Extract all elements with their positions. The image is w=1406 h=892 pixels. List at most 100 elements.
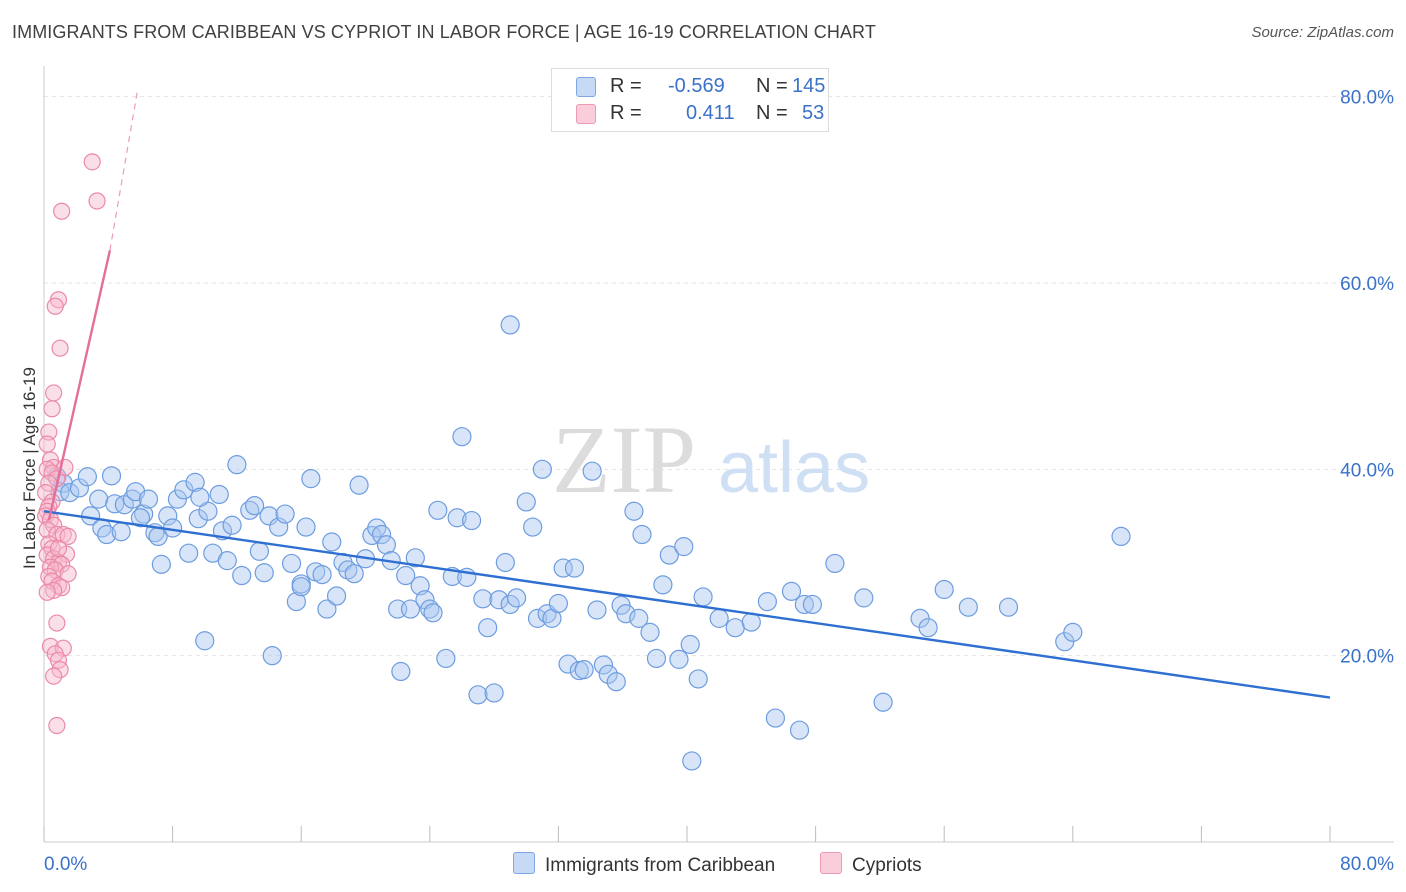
caribbean-point xyxy=(349,475,369,495)
caribbean-point xyxy=(190,487,210,507)
cypriots-point xyxy=(51,339,69,357)
watermark: ZIP atlas xyxy=(552,406,870,513)
caribbean-point xyxy=(447,508,467,528)
watermark-atlas: atlas xyxy=(718,428,870,508)
caribbean-point xyxy=(802,594,822,615)
caribbean-point xyxy=(428,500,448,520)
cypriots-point xyxy=(43,400,61,418)
caribbean-point xyxy=(680,634,700,655)
trend-lines xyxy=(43,91,1331,699)
legend-item-cypriots[interactable]: Cypriots xyxy=(820,852,922,877)
caribbean-point xyxy=(598,664,618,684)
cypriots-point xyxy=(46,297,64,315)
caribbean-point xyxy=(420,599,440,619)
caribbean-point xyxy=(312,564,332,585)
r-value-caribbean: -0.569 xyxy=(668,75,725,97)
y-tick-label: 40.0% xyxy=(1340,460,1394,481)
cypriots-point xyxy=(59,565,77,583)
caribbean-point xyxy=(593,655,614,675)
cypriots-point xyxy=(38,521,56,539)
tick-labels: 20.0% 40.0% 60.0% 80.0% 0.0% 80.0% xyxy=(44,88,1394,875)
caribbean-point xyxy=(789,720,810,740)
cypriots-point xyxy=(59,527,77,546)
caribbean-point xyxy=(423,603,443,623)
caribbean-point xyxy=(653,575,673,595)
caribbean-point xyxy=(781,581,802,601)
cypriots-point xyxy=(88,192,106,210)
caribbean-point xyxy=(97,524,117,545)
caribbean-point xyxy=(632,524,652,545)
caribbean-point xyxy=(527,608,548,628)
r-value-cypriots: 0.411 xyxy=(686,102,735,124)
caribbean-point xyxy=(507,588,527,608)
caribbean-point xyxy=(179,543,199,563)
n-value-cypriots: 53 xyxy=(802,102,825,124)
caribbean-point xyxy=(532,459,552,479)
caribbean-point xyxy=(134,504,154,524)
caribbean-point xyxy=(232,565,252,586)
caribbean-point xyxy=(495,552,515,573)
caribbean-point xyxy=(222,515,242,535)
cypriots-point xyxy=(48,614,66,632)
cypriots-point xyxy=(37,484,55,502)
caribbean-point xyxy=(262,646,282,666)
cypriots-point xyxy=(83,153,101,171)
caribbean-point xyxy=(105,494,125,514)
caribbean-point xyxy=(873,692,893,712)
caribbean-point xyxy=(326,586,347,606)
caribbean-point xyxy=(553,558,573,578)
caribbean-point xyxy=(854,588,874,608)
caribbean-point xyxy=(101,466,122,486)
caribbean-point xyxy=(60,483,80,503)
caribbean-point xyxy=(564,558,585,578)
stats-legend: R = -0.569 N = 145 R = 0.411 N = 53 xyxy=(551,68,829,132)
cypriots-trend-line xyxy=(47,250,112,521)
caribbean-point xyxy=(301,469,321,489)
legend-caribbean-swatch xyxy=(513,852,535,874)
caribbean-point xyxy=(391,661,411,682)
caribbean-point xyxy=(688,669,708,689)
caribbean-point xyxy=(138,489,159,509)
caribbean-point xyxy=(629,608,649,628)
axes xyxy=(43,66,1394,843)
cypriots-point xyxy=(48,716,66,735)
caribbean-point xyxy=(296,517,316,537)
caribbean-point xyxy=(934,579,954,600)
caribbean-point xyxy=(436,648,456,669)
n-label: N = xyxy=(756,75,788,97)
caribbean-point xyxy=(452,427,472,447)
caribbean-point xyxy=(405,548,425,568)
caribbean-point xyxy=(1111,526,1131,547)
x-tick-label-min: 0.0% xyxy=(44,854,87,875)
caribbean-point xyxy=(757,592,777,612)
caribbean-point xyxy=(461,510,482,531)
x-tick-label-max: 80.0% xyxy=(1340,854,1394,875)
caribbean-point xyxy=(606,672,626,692)
cypriots-point xyxy=(51,661,69,679)
caribbean-point xyxy=(396,565,416,586)
caribbean-point xyxy=(582,461,602,481)
caribbean-point xyxy=(516,492,536,512)
caribbean-point xyxy=(371,524,392,545)
caribbean-trend-line xyxy=(43,510,1331,699)
source-label: Source: ZipAtlas.com xyxy=(1251,24,1394,41)
caribbean-point xyxy=(111,522,131,542)
cypriots-point xyxy=(45,384,63,402)
y-tick-label: 20.0% xyxy=(1340,647,1394,668)
caribbean-point xyxy=(682,751,702,771)
cypriots-point xyxy=(45,667,63,685)
legend-item-caribbean[interactable]: Immigrants from Caribbean xyxy=(513,852,775,877)
y-tick-label: 60.0% xyxy=(1340,274,1394,295)
caribbean-point xyxy=(659,545,679,565)
caribbean-point xyxy=(158,506,178,526)
caribbean-point xyxy=(188,509,208,529)
caribbean-point xyxy=(958,597,978,617)
caribbean-point xyxy=(709,608,729,628)
r-label: R = xyxy=(610,102,642,124)
caribbean-point xyxy=(286,592,306,612)
watermark-zip: ZIP xyxy=(552,406,696,513)
caribbean-point xyxy=(281,553,302,574)
caribbean-point xyxy=(484,683,504,703)
caribbean-point xyxy=(616,604,636,624)
